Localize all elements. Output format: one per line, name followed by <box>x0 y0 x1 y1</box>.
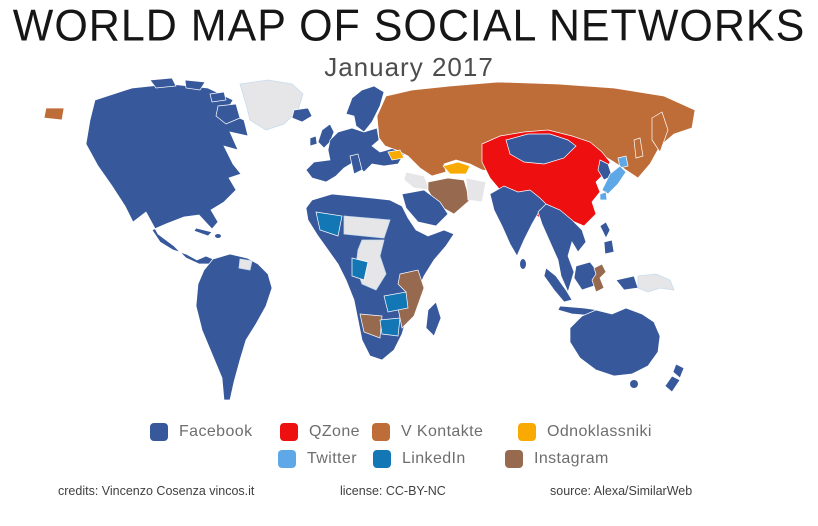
region-new-zealand-south <box>664 375 681 393</box>
legend-item-linkedin: LinkedIn <box>373 450 466 468</box>
region-italy <box>349 153 363 175</box>
region-sumatra <box>543 267 573 303</box>
facebook-swatch <box>150 423 168 441</box>
region-ireland <box>309 135 318 147</box>
legend-label: V Kontakte <box>401 423 484 440</box>
region-botswana <box>379 317 401 337</box>
region-namibia <box>359 313 383 339</box>
region-india <box>489 185 549 257</box>
region-mauritania-mali <box>315 211 343 237</box>
instagram-swatch <box>505 450 523 468</box>
region-uzbekistan <box>442 161 471 175</box>
region-sahara-band <box>343 215 391 239</box>
legend-item-instagram: Instagram <box>505 450 609 468</box>
region-arctic-island <box>184 79 206 91</box>
region-sakhalin <box>633 137 644 159</box>
legend-item-vkontakte: V Kontakte <box>372 423 483 441</box>
page-subtitle: January 2017 <box>324 52 494 82</box>
region-baffin-island <box>215 103 241 125</box>
qzone-swatch <box>280 423 298 441</box>
region-japan-hokkaido <box>617 155 629 169</box>
legend-item-odnoklassniki: Odnoklassniki <box>518 423 652 441</box>
region-mongolia <box>505 133 577 165</box>
region-afghanistan <box>465 177 487 203</box>
legend-item-facebook: Facebook <box>150 423 252 441</box>
region-north-america <box>85 83 249 265</box>
page-title: WORLD MAP OF SOCIAL NETWORKS <box>12 1 806 51</box>
footer-license: license: CC-BY-NC <box>340 484 446 498</box>
region-caucasus <box>387 149 405 161</box>
region-australia <box>569 307 661 377</box>
legend-label: Twitter <box>307 450 357 467</box>
region-south-america <box>195 253 273 401</box>
region-new-zealand-north <box>672 363 685 379</box>
legend-label: LinkedIn <box>402 450 466 467</box>
region-iraq-syria <box>403 171 431 191</box>
region-kamchatka <box>651 111 669 153</box>
region-greenland <box>239 79 304 131</box>
region-philippines-south <box>603 239 615 255</box>
region-iceland <box>291 107 313 123</box>
legend-item-qzone: QZone <box>280 423 360 441</box>
region-west-papua <box>615 275 639 291</box>
legend-label: Instagram <box>534 450 609 467</box>
twitter-swatch <box>278 450 296 468</box>
region-southeast-asia <box>537 203 587 294</box>
region-tasmania <box>630 380 638 388</box>
region-guyana <box>238 258 253 271</box>
region-scandinavia <box>345 85 385 133</box>
region-cameroon-gabon <box>351 257 369 281</box>
region-japan-kyushu <box>599 191 608 201</box>
linkedin-swatch <box>373 450 391 468</box>
region-arctic-island <box>149 77 177 89</box>
legend-label: Odnoklassniki <box>547 423 652 440</box>
region-papua-new-guinea <box>637 273 675 293</box>
region-zambia <box>383 291 409 313</box>
region-chukotka-wrap <box>43 107 65 121</box>
region-cuba <box>193 227 213 237</box>
region-arabia <box>401 189 449 227</box>
header: WORLD MAP OF SOCIAL NETWORKS January 201… <box>0 0 818 83</box>
legend-item-twitter: Twitter <box>278 450 357 468</box>
footer-source: source: Alexa/SimilarWeb <box>550 484 693 498</box>
legend-label: Facebook <box>179 423 253 440</box>
region-japan-honshu <box>601 165 627 195</box>
footer-credits: credits: Vincenzo Cosenza vincos.it <box>58 484 255 498</box>
region-hispaniola <box>215 234 221 238</box>
region-arctic-island <box>209 91 227 103</box>
region-sulawesi <box>591 263 607 293</box>
odnoklassniki-swatch <box>518 423 536 441</box>
region-sri-lanka <box>520 259 526 269</box>
region-madagascar <box>425 301 442 337</box>
world-map-svg <box>43 77 696 401</box>
vkontakte-swatch <box>372 423 390 441</box>
legend-label: QZone <box>309 423 360 440</box>
world-map <box>0 77 818 412</box>
region-philippines-north <box>599 221 611 239</box>
region-mozambique-zimbabwe <box>397 269 425 329</box>
